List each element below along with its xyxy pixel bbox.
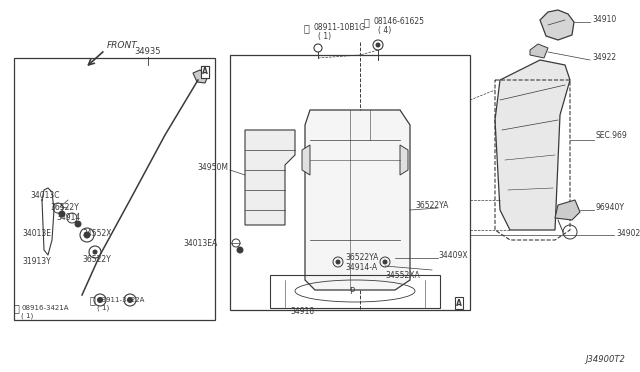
Text: Ⓑ: Ⓑ [363,17,369,27]
Text: 34914-A: 34914-A [345,263,377,273]
Polygon shape [305,110,410,290]
Text: 34013E: 34013E [22,230,51,238]
Polygon shape [495,60,570,230]
Text: 36522Y: 36522Y [50,203,79,212]
Text: ( 1): ( 1) [21,313,33,319]
Text: 36522YA: 36522YA [415,201,449,209]
Polygon shape [530,44,548,58]
Polygon shape [555,200,580,220]
Circle shape [84,232,90,238]
Text: 34950M: 34950M [197,164,228,173]
Text: 34013C: 34013C [30,190,60,199]
Text: 08911-3422A: 08911-3422A [97,297,145,303]
Circle shape [383,260,387,264]
Polygon shape [540,10,574,40]
Polygon shape [302,145,310,175]
Polygon shape [400,145,408,175]
Text: 08916-3421A: 08916-3421A [21,305,68,311]
Text: ( 1): ( 1) [318,32,331,42]
Text: ( 1): ( 1) [97,305,109,311]
Text: ( 4): ( 4) [378,26,391,35]
Text: A: A [456,298,462,308]
Text: 96940Y: 96940Y [596,202,625,212]
Text: 08146-61625: 08146-61625 [374,17,425,26]
Text: A: A [202,67,208,77]
Text: 34409X: 34409X [438,250,468,260]
Circle shape [127,298,132,302]
Circle shape [97,298,102,302]
Polygon shape [245,130,295,225]
Circle shape [59,211,65,217]
Text: 31913Y: 31913Y [22,257,51,266]
Circle shape [93,250,97,254]
Text: Ⓝ: Ⓝ [90,295,96,305]
Circle shape [336,260,340,264]
Text: 34935: 34935 [135,48,161,57]
Circle shape [376,43,380,47]
Text: 34552X: 34552X [82,228,111,237]
Text: 34918: 34918 [290,308,314,317]
Text: 34914: 34914 [56,214,80,222]
Polygon shape [193,70,208,83]
Text: 36522Y: 36522Y [82,256,111,264]
Text: FRONT: FRONT [107,42,138,51]
Text: 34902: 34902 [616,228,640,237]
Text: A: A [202,67,208,77]
Text: 36522YA: 36522YA [345,253,378,263]
Text: Ⓝ: Ⓝ [14,303,20,313]
Circle shape [75,221,81,227]
Text: SEC.969: SEC.969 [596,131,628,140]
Text: J34900T2: J34900T2 [585,356,625,365]
Text: 08911-10B1G: 08911-10B1G [314,23,366,32]
Text: 34552XA: 34552XA [385,272,420,280]
Text: 34922: 34922 [592,52,616,61]
Circle shape [237,247,243,253]
Text: 34013EA: 34013EA [184,238,218,247]
Text: 34910: 34910 [592,16,616,25]
Text: Ⓝ: Ⓝ [303,23,309,33]
Text: P: P [349,286,355,295]
